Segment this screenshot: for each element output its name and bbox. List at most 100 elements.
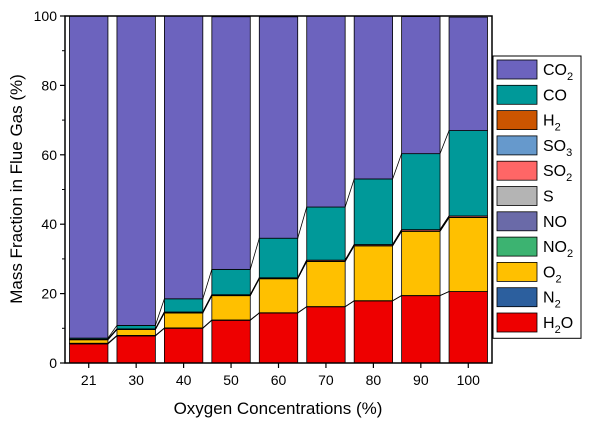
legend-label-s: S [543, 189, 554, 206]
legend-label-o2: O2 [543, 264, 562, 285]
connector-h2 [439, 215, 450, 230]
bar-o2-40 [163, 312, 204, 329]
bar-h2o-40 [163, 327, 204, 364]
bar-h2o-100 [448, 291, 488, 364]
bar-co-70 [306, 206, 346, 261]
bar-co-90 [401, 153, 441, 231]
legend-swatch-s [496, 186, 538, 206]
y-tick-label: 80 [41, 77, 57, 93]
legend-swatch-no [496, 211, 538, 232]
bar-co-50 [211, 268, 251, 296]
bar-h2o-80 [353, 300, 394, 364]
bar-co2-90 [401, 16, 441, 155]
bar-o2-50 [211, 295, 251, 321]
connector-co [202, 269, 213, 299]
x-tick-label: 60 [271, 372, 287, 388]
connector-n2 [202, 319, 213, 329]
x-tick-label: 90 [413, 372, 429, 388]
bar-co2-70 [306, 15, 346, 208]
bar-co2-40 [163, 15, 204, 300]
bar-o2-30 [116, 329, 156, 336]
connector-co [344, 178, 355, 208]
bar-co-100 [448, 130, 488, 217]
x-tick-label: 40 [176, 372, 192, 388]
legend-label-no: NO [543, 214, 567, 231]
y-axis-label: Mass Fraction in Flue Gas (%) [7, 74, 26, 304]
bar-h2o-60 [258, 312, 299, 364]
y-tick-label: 20 [41, 286, 57, 302]
legend-label-h2: H2 [543, 113, 561, 134]
bar-co-80 [353, 178, 394, 245]
legend-swatch-h2o [496, 312, 538, 333]
connector-co [249, 238, 260, 270]
connector-n2 [392, 295, 402, 302]
bar-co-60 [258, 237, 299, 279]
y-tick-label: 100 [34, 8, 58, 24]
bar-co2-60 [258, 16, 299, 239]
x-axis-label: Oxygen Concentrations (%) [174, 399, 383, 418]
connector-co [439, 130, 450, 154]
connector-h2 [155, 311, 165, 330]
bar-h2o-50 [211, 319, 251, 364]
x-tick-label: 70 [318, 372, 334, 388]
bar-co2-21 [69, 15, 109, 339]
bar-o2-90 [401, 230, 441, 296]
connector-n2 [344, 300, 355, 307]
connector-n2 [107, 335, 118, 344]
legend-label-no2: NO2 [543, 239, 573, 260]
connector-co [297, 206, 308, 239]
bar-co-30 [116, 325, 156, 330]
connector-co [155, 298, 165, 326]
connector-n2 [439, 291, 450, 296]
connector-h2 [202, 294, 213, 313]
bar-co2-30 [116, 15, 156, 326]
bar-layer [69, 15, 488, 364]
legend-swatch-n2 [496, 287, 538, 308]
connector-co [392, 153, 402, 180]
legend-swatch-co [496, 84, 538, 105]
x-tick-label: 21 [81, 372, 97, 388]
connector-n2 [155, 327, 165, 336]
x-tick-label: 50 [223, 372, 239, 388]
connector-n2 [297, 306, 307, 314]
connector-n2 [250, 312, 260, 321]
bar-h2o-90 [401, 295, 441, 364]
bar-h2o-30 [116, 335, 156, 364]
legend-label-so2: SO2 [543, 163, 572, 184]
bar-co2-100 [448, 16, 488, 131]
bar-o2-80 [353, 245, 394, 302]
connector-s [439, 217, 450, 232]
bar-o2-70 [306, 261, 346, 307]
connector-h2 [344, 244, 355, 261]
connector-h2 [249, 277, 260, 295]
legend-swatch-co2 [496, 59, 538, 80]
legend: CO2 CO H2 SO3 SO2 S NO NO2 O2 N2 H2O [492, 55, 582, 339]
x-axis: 21 30 40 50 60 70 80 90 100 [81, 363, 480, 388]
bar-o2-60 [258, 278, 299, 314]
bar-o2-21 [69, 339, 109, 344]
legend-label-h2o: H2O [543, 315, 573, 336]
connector-h2 [297, 259, 308, 278]
connector-s [392, 230, 402, 246]
legend-label-co2: CO2 [543, 62, 573, 83]
y-tick-label: 0 [49, 355, 57, 371]
bar-co2-50 [211, 16, 251, 270]
connector-h2 [392, 229, 402, 245]
legend-label-co: CO [543, 87, 567, 104]
connector-h2 [107, 328, 118, 340]
bar-co-40 [163, 298, 204, 313]
legend-swatch-no2 [496, 236, 538, 257]
bar-h2o-21 [69, 343, 109, 364]
x-tick-label: 100 [457, 372, 481, 388]
x-tick-label: 30 [128, 372, 144, 388]
y-axis: 0 20 40 60 80 100 [34, 8, 65, 371]
connector-co [107, 325, 118, 339]
y-tick-label: 40 [41, 216, 57, 232]
connector-s [344, 245, 355, 262]
legend-swatch-so2 [496, 160, 538, 181]
legend-swatch-o2 [496, 261, 538, 282]
bar-co2-80 [353, 15, 394, 180]
connector-h2o [107, 335, 118, 345]
x-tick-label: 80 [366, 372, 382, 388]
